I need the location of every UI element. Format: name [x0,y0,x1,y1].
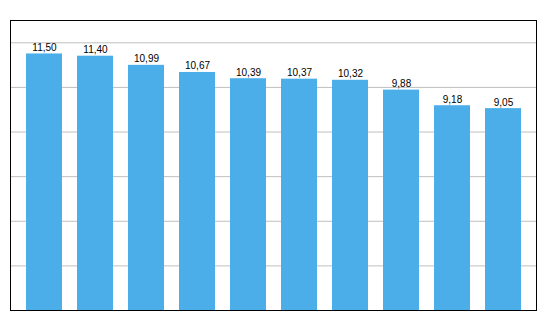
svg-text:10,67: 10,67 [185,60,210,71]
svg-text:11,50: 11,50 [32,42,57,53]
svg-text:11,40: 11,40 [83,44,108,55]
svg-text:10,37: 10,37 [287,67,312,78]
svg-text:9,18: 9,18 [443,94,463,105]
svg-text:10,39: 10,39 [236,67,261,78]
svg-text:10,99: 10,99 [134,53,159,64]
svg-text:10,32: 10,32 [338,68,363,79]
svg-text:9,05: 9,05 [494,97,514,108]
svg-text:9,88: 9,88 [392,78,412,89]
